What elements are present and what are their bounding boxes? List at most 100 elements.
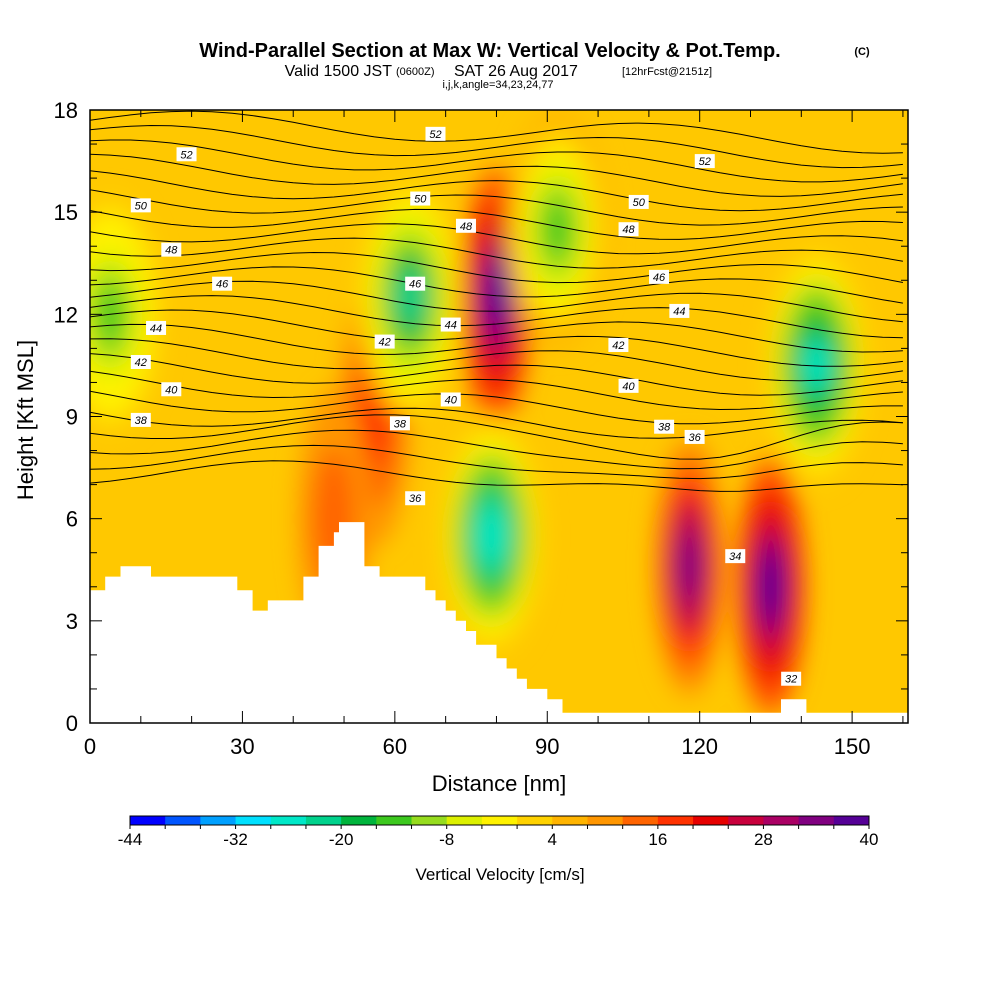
- theta-contour-line: [90, 139, 903, 183]
- theta-label-box: [410, 191, 431, 206]
- colorbar-swatch: [270, 816, 307, 825]
- theta-label-box: [455, 218, 476, 233]
- colorbar-tick-label: 40: [860, 830, 879, 849]
- plot-area: 52 52 52 50 50 50 48 48 48 46 46 46 44 44 44 42 42 42 40 40…: [90, 110, 908, 723]
- colorbar-tick-label: -32: [223, 830, 248, 849]
- theta-label-box: [130, 198, 151, 213]
- chart-grid-index: i,j,k,angle=34,23,24,77: [442, 79, 553, 91]
- colorbar: [129, 815, 870, 829]
- theta-label: 44: [146, 320, 167, 335]
- theta-label-box: [130, 412, 151, 427]
- updraft-core: [485, 267, 508, 328]
- theta-contour-line: [90, 237, 903, 269]
- theta-label-box: [684, 429, 705, 444]
- colorbar-swatch: [305, 816, 342, 825]
- colorbar-label: Vertical Velocity [cm/s]: [415, 865, 584, 884]
- colorbar-swatch: [622, 816, 659, 825]
- theta-contour-line: [90, 338, 903, 382]
- colorbar-swatch: [481, 816, 518, 825]
- theta-label-text: 52: [699, 156, 711, 168]
- theta-label: 40: [440, 392, 461, 407]
- theta-label-box: [146, 320, 167, 335]
- theta-label: 50: [130, 198, 151, 213]
- colorbar-tick-label: -8: [439, 830, 454, 849]
- theta-contour-line: [90, 407, 903, 439]
- theta-label: 38: [654, 419, 675, 434]
- theta-label-text: 44: [445, 320, 457, 332]
- theta-label-text: 40: [165, 384, 178, 396]
- x-axis-label: Distance [nm]: [432, 771, 567, 796]
- theta-contour-line: [90, 189, 903, 226]
- x-tick-label: 0: [84, 734, 96, 759]
- chart-subtitle: Valid 1500 JST (0600Z) SAT 26 Aug 2017 […: [285, 63, 712, 80]
- theta-label-box: [669, 303, 690, 318]
- theta-label-box: [425, 126, 446, 141]
- theta-contour-line: [90, 208, 903, 240]
- colorbar-tick-label: 4: [548, 830, 557, 849]
- colorbar-swatch: [833, 816, 870, 825]
- theta-label: 46: [649, 269, 670, 284]
- theta-label-text: 40: [445, 394, 458, 406]
- theta-label-text: 52: [180, 149, 192, 161]
- theta-label-text: 50: [414, 194, 427, 206]
- theta-label: 38: [389, 416, 410, 431]
- theta-label-box: [212, 276, 233, 291]
- theta-label-box: [608, 337, 629, 352]
- theta-label-text: 46: [653, 272, 666, 284]
- colorbar-swatch: [411, 816, 448, 825]
- updraft-core: [759, 556, 782, 617]
- y-axis-label: Height [Kft MSL]: [13, 340, 38, 500]
- theta-label-text: 32: [785, 674, 797, 686]
- theta-label-box: [654, 419, 675, 434]
- theta-contour-line: [90, 370, 903, 411]
- y-tick-label: 6: [66, 507, 78, 532]
- x-tick-label: 90: [535, 734, 559, 759]
- theta-contour-line: [90, 110, 903, 154]
- theta-contour-line: [90, 170, 903, 212]
- theta-label-text: 38: [394, 418, 407, 430]
- colorbar-tick-label: 16: [648, 830, 667, 849]
- theta-label-text: 48: [622, 224, 635, 236]
- theta-label: 42: [130, 355, 151, 370]
- theta-label: 48: [455, 218, 476, 233]
- theta-label-text: 36: [409, 493, 422, 505]
- theta-label: 36: [405, 491, 426, 506]
- downdraft-7: [359, 177, 462, 418]
- downdraft-core: [543, 200, 571, 258]
- theta-label-box: [618, 222, 639, 237]
- theta-label-text: 38: [658, 422, 671, 434]
- y-tick-label: 15: [54, 200, 78, 225]
- theta-label-box: [649, 269, 670, 284]
- colorbar-swatch: [376, 816, 413, 825]
- theta-contour-line: [90, 353, 903, 396]
- colorbar-swatch: [446, 816, 483, 825]
- theta-contour-line: [90, 460, 903, 492]
- theta-label: 44: [669, 303, 690, 318]
- x-tick-label: 150: [834, 734, 871, 759]
- colorbar-swatch: [130, 816, 166, 825]
- theta-contour-line: [90, 223, 903, 255]
- theta-label: 40: [161, 382, 182, 397]
- theta-label-text: 46: [409, 279, 422, 291]
- theta-label-box: [405, 276, 426, 291]
- subtitle-date: SAT 26 Aug 2017: [454, 63, 578, 80]
- x-tick-label: 30: [230, 734, 254, 759]
- colorbar-swatch: [728, 816, 764, 825]
- theta-label-text: 42: [135, 357, 147, 369]
- chart-title: Wind-Parallel Section at Max W: Vertical…: [199, 40, 780, 62]
- theta-label: 50: [628, 194, 649, 209]
- theta-label-text: 46: [216, 279, 229, 291]
- theta-label-box: [628, 194, 649, 209]
- theta-label-box: [176, 147, 197, 162]
- theta-label-box: [725, 549, 746, 564]
- theta-label: 52: [425, 126, 446, 141]
- theta-label: 36: [684, 429, 705, 444]
- theta-label-text: 42: [612, 340, 624, 352]
- theta-label-box: [618, 378, 639, 393]
- theta-contour-line: [90, 429, 903, 470]
- theta-label-text: 48: [165, 245, 178, 257]
- theta-label-text: 38: [135, 415, 148, 427]
- colorbar-swatch: [693, 816, 729, 825]
- updraft-core: [678, 536, 701, 597]
